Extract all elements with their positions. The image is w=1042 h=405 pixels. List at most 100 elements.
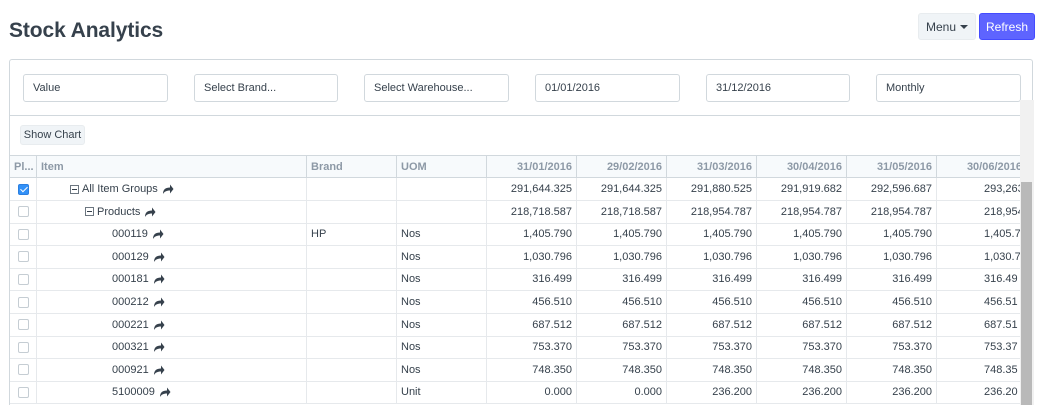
refresh-button[interactable]: Refresh (979, 13, 1035, 40)
uom-cell: Nos (397, 223, 487, 246)
uom-cell: Nos (397, 336, 487, 359)
table-row[interactable]: 5100009 Unit 0.000 0.000 236.200 236.200 236.2… (10, 381, 1032, 405)
item-name: 5100009 (112, 386, 155, 399)
value-cell: 456.510 (847, 291, 937, 313)
row-checkbox-cell (10, 313, 37, 336)
value-cell: 753.37 (937, 336, 1027, 359)
column-header[interactable]: Brand (307, 156, 397, 177)
table-row[interactable]: 000129 Nos 1,030.796 1,030.796 1,030.796 1,03… (10, 245, 1032, 269)
value-cell: 753.370 (487, 336, 577, 359)
table-row[interactable]: All Item Groups 291,644.325 291,644.325 291… (10, 178, 1032, 201)
open-link-arrow-icon[interactable] (153, 319, 165, 331)
item-cell: 000119 (37, 223, 307, 246)
value-cell: 687.512 (847, 313, 937, 336)
table-row[interactable]: 000221 Nos 687.512 687.512 687.512 687.512 687… (10, 313, 1032, 337)
open-link-arrow-icon[interactable] (153, 364, 165, 376)
open-link-arrow-icon[interactable] (153, 341, 165, 353)
row-checkbox[interactable] (17, 251, 29, 263)
uom-cell: Nos (397, 313, 487, 336)
open-link-arrow-icon[interactable] (162, 183, 174, 195)
value-cell: 316.499 (667, 268, 757, 291)
row-checkbox[interactable] (17, 228, 29, 240)
brand-filter[interactable]: Select Brand... (194, 74, 338, 102)
column-header[interactable]: 30/04/2016 (757, 156, 847, 177)
row-checkbox[interactable] (17, 183, 29, 195)
item-name: Products (97, 205, 141, 218)
scrollbar-thumb[interactable] (1021, 182, 1032, 405)
column-header[interactable]: 31/03/2016 (667, 156, 757, 177)
column-header[interactable]: 30/06/2016 (937, 156, 1027, 177)
range-select[interactable]: Monthly (876, 74, 1021, 102)
table-row[interactable]: Products 218,718.587 218,718.587 218,954.78… (10, 200, 1032, 224)
to-date-field[interactable]: 31/12/2016 (706, 74, 850, 102)
value-cell: 687.51 (937, 313, 1027, 336)
column-header-label: 31/03/2016 (696, 160, 752, 173)
value-type-select[interactable]: Value (23, 74, 168, 102)
row-checkbox[interactable] (17, 206, 29, 218)
uom-cell (397, 178, 487, 200)
row-checkbox[interactable] (17, 341, 29, 353)
column-header[interactable]: 31/05/2016 (847, 156, 937, 177)
row-checkbox-cell (10, 381, 37, 404)
value-cell: 687.512 (757, 313, 847, 336)
show-chart-button[interactable]: Show Chart (20, 125, 85, 145)
column-header[interactable]: UOM (397, 156, 487, 177)
uom-cell: Nos (397, 291, 487, 313)
table-header-row: Pl... Item Brand UOM 31/01/2016 29/02/2016 31/… (10, 155, 1032, 178)
value-cell: 218,954.78 (937, 200, 1027, 223)
value-cell: 687.512 (487, 313, 577, 336)
row-checkbox[interactable] (17, 364, 29, 376)
uom-cell: Nos (397, 358, 487, 381)
value-cell: 748.350 (667, 358, 757, 381)
uom-cell: Nos (397, 268, 487, 291)
value-cell: 456.51 (937, 291, 1027, 313)
table-row[interactable]: 000321 Nos 753.370 753.370 753.370 753.370 753… (10, 336, 1032, 360)
brand-cell (307, 200, 397, 223)
row-checkbox[interactable] (17, 296, 29, 308)
warehouse-filter[interactable]: Select Warehouse... (364, 74, 509, 102)
value-cell: 753.370 (757, 336, 847, 359)
value-cell: 316.499 (577, 268, 667, 291)
table-row[interactable]: 000921 Nos 748.350 748.350 748.350 748.350 748… (10, 358, 1032, 382)
value-cell: 748.350 (577, 358, 667, 381)
open-link-arrow-icon[interactable] (152, 228, 164, 240)
value-cell: 687.512 (667, 313, 757, 336)
brand-cell (307, 336, 397, 359)
row-checkbox[interactable] (17, 386, 29, 398)
open-link-arrow-icon[interactable] (153, 273, 165, 285)
column-header[interactable]: 29/02/2016 (577, 156, 667, 177)
row-checkbox[interactable] (17, 273, 29, 285)
column-header-label: 31/01/2016 (516, 160, 572, 173)
value-cell: 1,405.790 (757, 223, 847, 246)
open-link-arrow-icon[interactable] (159, 386, 171, 398)
column-header-label: 31/05/2016 (876, 160, 932, 173)
collapse-tree-icon[interactable] (85, 207, 94, 217)
column-header[interactable]: Item (37, 156, 307, 177)
value-cell: 218,718.587 (487, 200, 577, 223)
column-header-label: Brand (311, 160, 343, 173)
menu-button[interactable]: Menu (918, 13, 976, 40)
column-header[interactable]: 31/01/2016 (487, 156, 577, 177)
from-date-field[interactable]: 01/01/2016 (535, 74, 680, 102)
value-cell: 456.510 (487, 291, 577, 313)
value-cell: 218,954.787 (847, 200, 937, 223)
table-row[interactable]: 000212 Nos 456.510 456.510 456.510 456.510 456… (10, 291, 1032, 314)
open-link-arrow-icon[interactable] (153, 296, 165, 308)
item-cell: 000921 (37, 358, 307, 381)
table-row[interactable]: 000181 Nos 316.499 316.499 316.499 316.499 316… (10, 268, 1032, 292)
uom-cell: Unit (397, 381, 487, 404)
open-link-arrow-icon[interactable] (144, 206, 156, 218)
brand-cell (307, 268, 397, 291)
page-title: Stock Analytics (9, 19, 164, 42)
table-row[interactable]: 000119 HP Nos 1,405.790 1,405.790 1,405.790 1,… (10, 223, 1032, 247)
value-cell: 456.510 (667, 291, 757, 313)
value-cell: 291,880.525 (667, 178, 757, 200)
value-cell: 292,596.687 (847, 178, 937, 200)
open-link-arrow-icon[interactable] (153, 251, 165, 263)
collapse-tree-icon[interactable] (70, 184, 79, 194)
brand-cell (307, 313, 397, 336)
brand-cell (307, 178, 397, 200)
uom-cell: Nos (397, 245, 487, 268)
row-checkbox[interactable] (17, 319, 29, 331)
column-header[interactable]: Pl... (10, 156, 37, 177)
